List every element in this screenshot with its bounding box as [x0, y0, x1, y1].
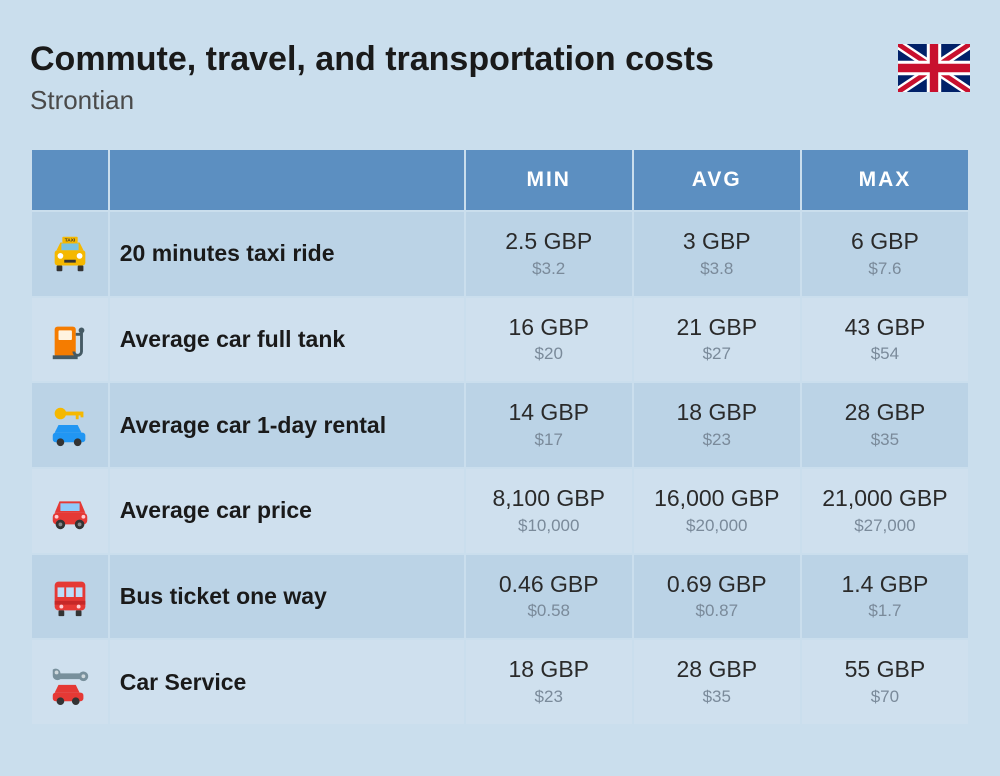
cell-min: 8,100 GBP$10,000: [466, 469, 632, 553]
col-min-header: MIN: [466, 150, 632, 210]
value-main: 1.4 GBP: [812, 571, 958, 599]
value-main: 3 GBP: [644, 228, 790, 256]
cell-avg: 3 GBP$3.8: [634, 212, 800, 296]
value-main: 55 GBP: [812, 656, 958, 684]
value-main: 43 GBP: [812, 314, 958, 342]
col-label-header: [110, 150, 464, 210]
col-max-header: MAX: [802, 150, 968, 210]
page-subtitle: Strontian: [30, 85, 898, 116]
value-sub: $20: [476, 343, 622, 365]
value-main: 8,100 GBP: [476, 485, 622, 513]
value-main: 14 GBP: [476, 399, 622, 427]
page-title: Commute, travel, and transportation cost…: [30, 40, 898, 79]
row-label: Average car full tank: [110, 298, 464, 382]
table-row: 20 minutes taxi ride2.5 GBP$3.23 GBP$3.8…: [32, 212, 968, 296]
value-sub: $0.58: [476, 600, 622, 622]
cell-min: 14 GBP$17: [466, 383, 632, 467]
value-sub: $20,000: [644, 515, 790, 537]
cell-max: 21,000 GBP$27,000: [802, 469, 968, 553]
taxi-icon: [32, 212, 108, 296]
value-main: 18 GBP: [476, 656, 622, 684]
table-row: Average car 1-day rental14 GBP$1718 GBP$…: [32, 383, 968, 467]
row-label: Average car 1-day rental: [110, 383, 464, 467]
value-main: 16,000 GBP: [644, 485, 790, 513]
row-label: Bus ticket one way: [110, 555, 464, 639]
value-main: 21 GBP: [644, 314, 790, 342]
cell-max: 6 GBP$7.6: [802, 212, 968, 296]
value-main: 6 GBP: [812, 228, 958, 256]
value-sub: $54: [812, 343, 958, 365]
row-label: Car Service: [110, 640, 464, 724]
value-sub: $35: [812, 429, 958, 451]
cell-avg: 28 GBP$35: [634, 640, 800, 724]
page-container: Commute, travel, and transportation cost…: [0, 0, 1000, 726]
cell-avg: 21 GBP$27: [634, 298, 800, 382]
cell-max: 1.4 GBP$1.7: [802, 555, 968, 639]
costs-table: MIN AVG MAX 20 minutes taxi ride2.5 GBP$…: [30, 148, 970, 726]
header-text: Commute, travel, and transportation cost…: [30, 40, 898, 116]
cell-avg: 0.69 GBP$0.87: [634, 555, 800, 639]
value-sub: $1.7: [812, 600, 958, 622]
col-avg-header: AVG: [634, 150, 800, 210]
service-icon: [32, 640, 108, 724]
cell-avg: 18 GBP$23: [634, 383, 800, 467]
header: Commute, travel, and transportation cost…: [30, 40, 970, 116]
col-icon-header: [32, 150, 108, 210]
car-icon: [32, 469, 108, 553]
cell-avg: 16,000 GBP$20,000: [634, 469, 800, 553]
value-main: 0.69 GBP: [644, 571, 790, 599]
table-header-row: MIN AVG MAX: [32, 150, 968, 210]
value-sub: $7.6: [812, 258, 958, 280]
value-sub: $27: [644, 343, 790, 365]
table-row: Average car price8,100 GBP$10,00016,000 …: [32, 469, 968, 553]
value-sub: $35: [644, 686, 790, 708]
value-sub: $17: [476, 429, 622, 451]
value-sub: $27,000: [812, 515, 958, 537]
value-sub: $23: [644, 429, 790, 451]
value-main: 28 GBP: [644, 656, 790, 684]
value-main: 0.46 GBP: [476, 571, 622, 599]
cell-max: 55 GBP$70: [802, 640, 968, 724]
value-sub: $3.2: [476, 258, 622, 280]
table-row: Average car full tank16 GBP$2021 GBP$274…: [32, 298, 968, 382]
table-row: Car Service18 GBP$2328 GBP$3555 GBP$70: [32, 640, 968, 724]
value-sub: $23: [476, 686, 622, 708]
cell-max: 28 GBP$35: [802, 383, 968, 467]
row-label: Average car price: [110, 469, 464, 553]
value-sub: $70: [812, 686, 958, 708]
value-sub: $10,000: [476, 515, 622, 537]
rental-icon: [32, 383, 108, 467]
bus-icon: [32, 555, 108, 639]
value-main: 2.5 GBP: [476, 228, 622, 256]
cell-min: 16 GBP$20: [466, 298, 632, 382]
value-main: 18 GBP: [644, 399, 790, 427]
cell-min: 0.46 GBP$0.58: [466, 555, 632, 639]
table-row: Bus ticket one way0.46 GBP$0.580.69 GBP$…: [32, 555, 968, 639]
value-main: 28 GBP: [812, 399, 958, 427]
uk-flag-icon: [898, 44, 970, 92]
value-sub: $0.87: [644, 600, 790, 622]
row-label: 20 minutes taxi ride: [110, 212, 464, 296]
value-main: 16 GBP: [476, 314, 622, 342]
value-main: 21,000 GBP: [812, 485, 958, 513]
value-sub: $3.8: [644, 258, 790, 280]
cell-max: 43 GBP$54: [802, 298, 968, 382]
cell-min: 2.5 GBP$3.2: [466, 212, 632, 296]
cell-min: 18 GBP$23: [466, 640, 632, 724]
fuel-icon: [32, 298, 108, 382]
